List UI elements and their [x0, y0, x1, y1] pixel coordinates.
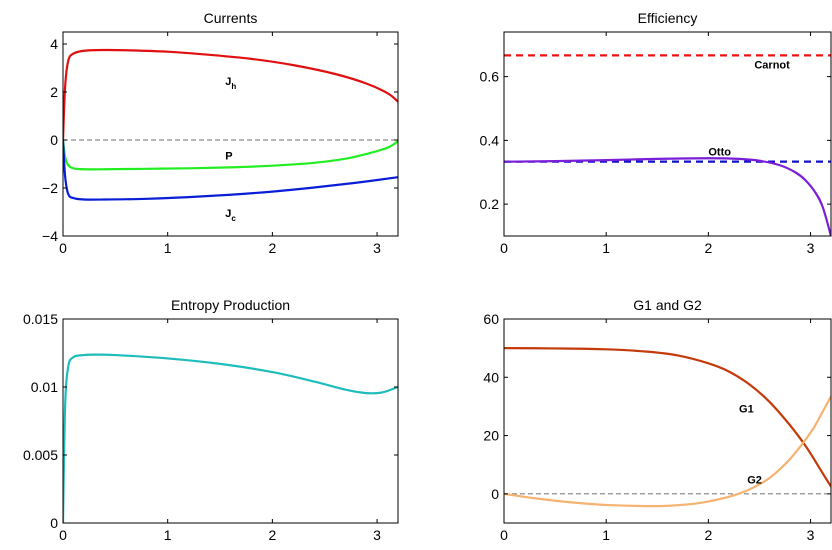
x-tick-label: 3: [807, 240, 815, 256]
panel-g1-g2: G1 and G2 0 1 2 3 0 20 40 60 G1 G2: [483, 297, 832, 543]
panel-entropy-production: Entropy Production 0 1 2 3 0 0.005 0.01 0.015: [23, 297, 399, 543]
y-tick-label: 40: [483, 369, 499, 385]
x-tick-label: 2: [704, 527, 712, 543]
series-line-0: [63, 48, 398, 141]
y-tick-label: 0: [50, 515, 58, 531]
curve-annotation: Jh: [225, 76, 236, 91]
x-tick-label: 1: [602, 240, 610, 256]
y-tick-label: 0.015: [23, 311, 58, 327]
y-tick-label: 20: [483, 428, 499, 444]
y-tick-label: 0.6: [480, 69, 500, 85]
axes-box: [62, 318, 399, 524]
chart-title: G1 and G2: [633, 297, 702, 313]
y-tick-label: 4: [50, 36, 58, 52]
series-line-2: [63, 139, 398, 201]
y-tick-label: 0.01: [31, 379, 58, 395]
y-tick-label: 60: [483, 311, 499, 327]
x-tick-label: 0: [59, 527, 67, 543]
curve-annotation-subscript: h: [231, 82, 236, 91]
x-tick-label: 2: [704, 240, 712, 256]
curve-annotation: Carnot: [754, 60, 790, 72]
series-line-0: [504, 347, 831, 488]
y-tick-label: 0: [50, 132, 58, 148]
panel-efficiency: Efficiency 0 1 2 3 0.2 0.4 0.6 Carnot Otto: [480, 10, 832, 256]
series-line-2: [504, 157, 831, 236]
axes-box: [62, 31, 399, 237]
y-tick-label: 2: [50, 84, 58, 100]
x-tick-label: 1: [602, 527, 610, 543]
chart-title: Currents: [204, 10, 258, 26]
axes-box: [503, 318, 832, 524]
x-tick-label: 3: [807, 527, 815, 543]
y-tick-label: 0.4: [480, 132, 500, 148]
series-line-0: [63, 353, 398, 523]
series-line-1: [504, 395, 831, 508]
x-tick-label: 0: [59, 240, 67, 256]
x-tick-label: 3: [373, 240, 381, 256]
panel-currents: Currents 0 1 2 3 −4 −2 0 2 4 Jh P Jc: [42, 10, 399, 256]
series-line-1: [63, 139, 398, 171]
x-tick-label: 0: [500, 240, 508, 256]
y-tick-label: 0.2: [480, 196, 500, 212]
curve-annotation: P: [225, 151, 232, 163]
curve-annotation: Jc: [225, 208, 236, 223]
curve-annotation: Otto: [708, 147, 731, 159]
x-tick-label: 2: [268, 527, 276, 543]
curve-annotation: G2: [747, 475, 762, 487]
x-tick-label: 2: [268, 240, 276, 256]
chart-title: Entropy Production: [171, 297, 290, 313]
axes-box: [503, 31, 832, 237]
chart-title: Efficiency: [638, 10, 698, 26]
y-tick-label: 0: [491, 486, 499, 502]
y-tick-label: 0.005: [23, 447, 58, 463]
curve-annotation-subscript: c: [231, 214, 236, 223]
x-tick-label: 3: [373, 527, 381, 543]
y-tick-label: −2: [42, 180, 58, 196]
x-tick-label: 1: [164, 240, 172, 256]
x-tick-label: 1: [164, 527, 172, 543]
x-tick-label: 0: [500, 527, 508, 543]
curve-annotation: G1: [739, 403, 754, 415]
y-tick-label: −4: [42, 228, 58, 244]
